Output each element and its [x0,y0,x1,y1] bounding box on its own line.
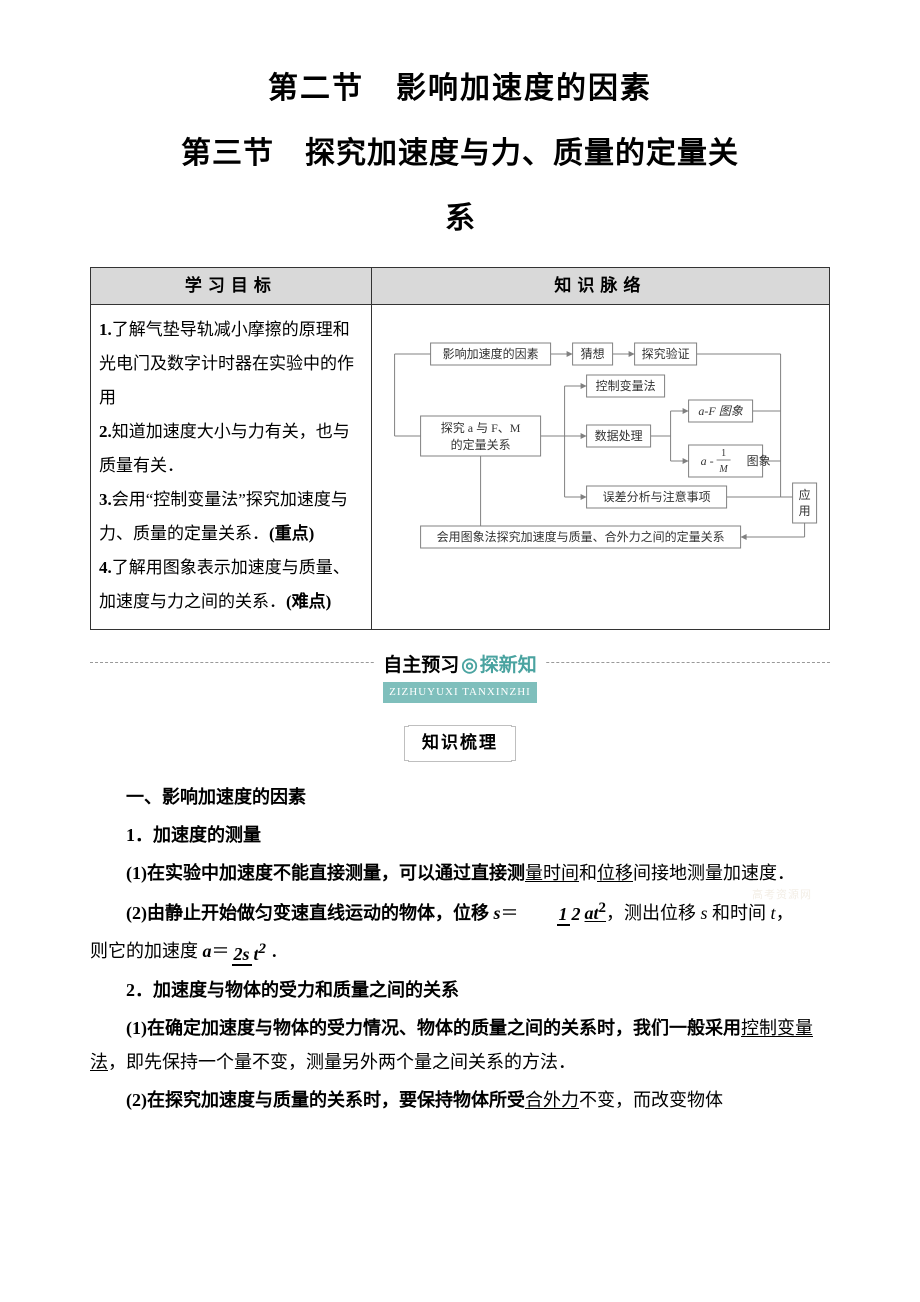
title-line2: 第三节 探究加速度与力、质量的定量关 [90,125,830,182]
p2-a: (2)由静止开始做匀变速直线运动的物体，位移 [126,903,494,923]
band: 自主预习◎探新知 ZIZHUYUXI TANXINZHI [90,648,830,703]
p1-e: 间接地测量加速度． [633,863,795,883]
obj2-text: 知道加速度大小与力有关，也与质量有关． [99,422,350,475]
band-sub: ZIZHUYUXI TANXINZHI [90,682,830,703]
frac-1-2: 12 [521,905,583,925]
p2-s2: s [701,903,708,923]
svg-text:1: 1 [721,448,726,459]
band-sep-icon: ◎ [461,655,478,676]
heading-2-1: 1．加速度的测量 [90,818,830,852]
para-4: (1)在确定加速度与物体的受力情况、物体的质量之间的关系时，我们一般采用控制变量… [90,1011,830,1079]
svg-text:数据处理: 数据处理 [594,428,642,443]
obj-4: 4.了解用图象表示加速度与质量、加速度与力之间的关系．(难点) [99,551,363,619]
p5-a: (2)在探究加速度与质量的关系时，要保持物体所受 [126,1090,525,1110]
svg-text:用: 用 [798,504,810,518]
p4-c: ，即先保持一个量不变，测量另外两个量之间关系的方法． [108,1052,576,1072]
para-5: (2)在探究加速度与质量的关系时，要保持物体所受合外力不变，而改变物体 [90,1083,830,1117]
title-line3: 系 [90,190,830,247]
p2-b: ，测出位移 [606,903,701,923]
obj2-num: 2. [99,422,112,441]
para-2: (2)由静止开始做匀变速直线运动的物体，位移 s＝12at2，测出位移 s 和时… [90,894,830,930]
obj1-num: 1. [99,320,112,339]
obj-2: 2.知道加速度大小与力有关，也与质量有关． [99,415,363,483]
svg-text:的定量关系: 的定量关系 [450,437,510,452]
p5-b: 合外力 [525,1090,579,1110]
p2-at: at [585,903,599,923]
heading-2-2: 2．加速度与物体的受力和质量之间的关系 [90,973,830,1007]
section-tag: 知识梳理 [90,725,830,761]
objectives-cell: 1.了解气垫导轨减小摩擦的原理和光电门及数字计时器在实验中的作用 2.知道加速度… [91,305,372,630]
obj4-tag: (难点) [286,592,331,611]
p3-formula: 2st2 [230,941,271,961]
svg-text:探究验证: 探究验证 [641,346,689,361]
p5-c: 不变，而改变物体 [579,1090,723,1110]
p3-den-sq: 2 [259,941,267,957]
p3-b: ． [270,941,288,961]
obj1-text: 了解气垫导轨减小摩擦的原理和光电门及数字计时器在实验中的作用 [99,320,354,407]
p3-den: t2 [252,944,269,964]
band-text: 自主预习◎探新知 [375,648,545,684]
p2-d: ， [776,903,794,923]
header-left: 学习目标 [91,268,372,305]
objectives-table: 学习目标 知识脉络 1.了解气垫导轨减小摩擦的原理和光电门及数字计时器在实验中的… [90,267,830,630]
svg-text:会用图象法探究加速度与质量、合外力之间的定量关系: 会用图象法探究加速度与质量、合外力之间的定量关系 [436,529,724,544]
title-line1: 第二节 影响加速度的因素 [90,60,830,117]
para-3: 则它的加速度 a＝2st2． [90,934,830,968]
p3-avar: a [203,941,212,961]
diagram-cell: 影响加速度的因素 猜想 探究验证 探究 a 与 F、M 的定量关系 [371,305,829,630]
svg-text:误差分析与注意事项: 误差分析与注意事项 [602,489,710,504]
band-right: 探新知 [480,655,537,676]
p2-c: 和时间 [708,903,771,923]
obj3-tag: (重点) [269,524,314,543]
p3-a: 则它的加速度 [90,941,203,961]
svg-text:探究 a 与 F、M: 探究 a 与 F、M [441,420,521,435]
para-1: (1)在实验中加速度不能直接测量，可以通过直接测量时间和位移间接地测量加速度． [90,856,830,890]
frac-num: 1 [557,904,570,926]
heading-1: 一、影响加速度的因素 [90,780,830,814]
p2-s: s [494,903,501,923]
p2-eq: ＝ [501,903,519,923]
header-right: 知识脉络 [371,268,829,305]
svg-text:应: 应 [798,487,810,502]
band-left: 自主预习 [383,655,459,676]
svg-text:a-F 图象: a-F 图象 [698,404,743,418]
p4-a: (1)在确定加速度与物体的受力情况、物体的质量之间的关系时，我们一般采用 [126,1018,741,1038]
svg-text:影响加速度的因素: 影响加速度的因素 [442,346,538,361]
obj-1: 1.了解气垫导轨减小摩擦的原理和光电门及数字计时器在实验中的作用 [99,313,363,415]
frac-den: 2 [570,904,583,924]
knowledge-diagram: 影响加速度的因素 猜想 探究验证 探究 a 与 F、M 的定量关系 [378,311,823,571]
p2-sq: 2 [599,900,607,916]
svg-text:M: M [718,464,728,475]
obj4-num: 4. [99,558,112,577]
p1-b: 量时间 [525,863,579,883]
p1-a: (1)在实验中加速度不能直接测量，可以通过直接测 [126,863,525,883]
body-text: 高考资源网 一、影响加速度的因素 1．加速度的测量 (1)在实验中加速度不能直接… [90,780,830,1118]
svg-text:猜想: 猜想 [580,346,604,361]
svg-text:a -: a - [700,454,713,468]
page-content: 第二节 影响加速度的因素 第三节 探究加速度与力、质量的定量关 系 学习目标 知… [90,60,830,1117]
obj-3: 3.会用“控制变量法”探究加速度与力、质量的定量关系．(重点) [99,483,363,551]
obj3-num: 3. [99,490,112,509]
band-pinyin: ZIZHUYUXI TANXINZHI [383,682,537,703]
p3-eq: ＝ [212,941,230,961]
p2-formula: 12at2 [519,903,607,923]
section-tag-text: 知识梳理 [408,725,512,761]
p3-num: 2s [232,944,252,966]
p1-d: 位移 [597,863,633,883]
p1-c: 和 [579,863,597,883]
svg-text:控制变量法: 控制变量法 [595,378,655,393]
frac-2s-t2: 2st2 [232,941,269,965]
